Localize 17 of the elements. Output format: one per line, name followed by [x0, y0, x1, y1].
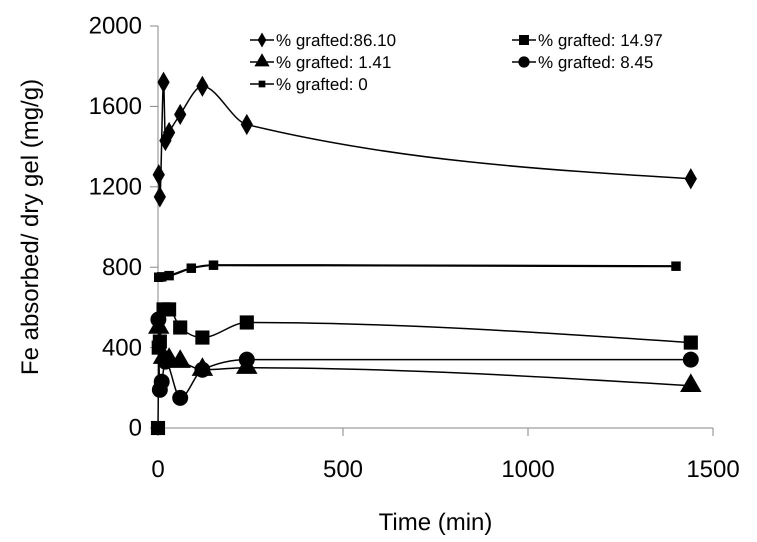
x-axis-title: Time (min): [378, 509, 492, 536]
y-tick-label: 0: [128, 414, 142, 442]
legend-label: % grafted: 1.41: [276, 53, 392, 72]
y-tick-label: 400: [102, 334, 142, 362]
x-tick-label: 1500: [686, 456, 740, 484]
y-tick-label: 800: [102, 254, 142, 281]
y-tick-label: 2000: [88, 12, 142, 40]
y-tick-label: 1200: [88, 173, 142, 200]
x-tick-label: 500: [322, 456, 364, 484]
x-tick-label: 0: [151, 456, 165, 484]
y-axis-title: Fe absorbed/ dry gel (mg/g): [17, 78, 44, 376]
legend-label: % grafted:86.10: [276, 31, 396, 50]
legend-label: % grafted: 0: [276, 75, 368, 94]
y-tick-label: 1600: [88, 93, 142, 120]
legend-label: % grafted: 14.97: [538, 31, 663, 50]
legend-label: % grafted: 8.45: [538, 53, 654, 72]
x-tick-label: 1000: [501, 456, 555, 484]
